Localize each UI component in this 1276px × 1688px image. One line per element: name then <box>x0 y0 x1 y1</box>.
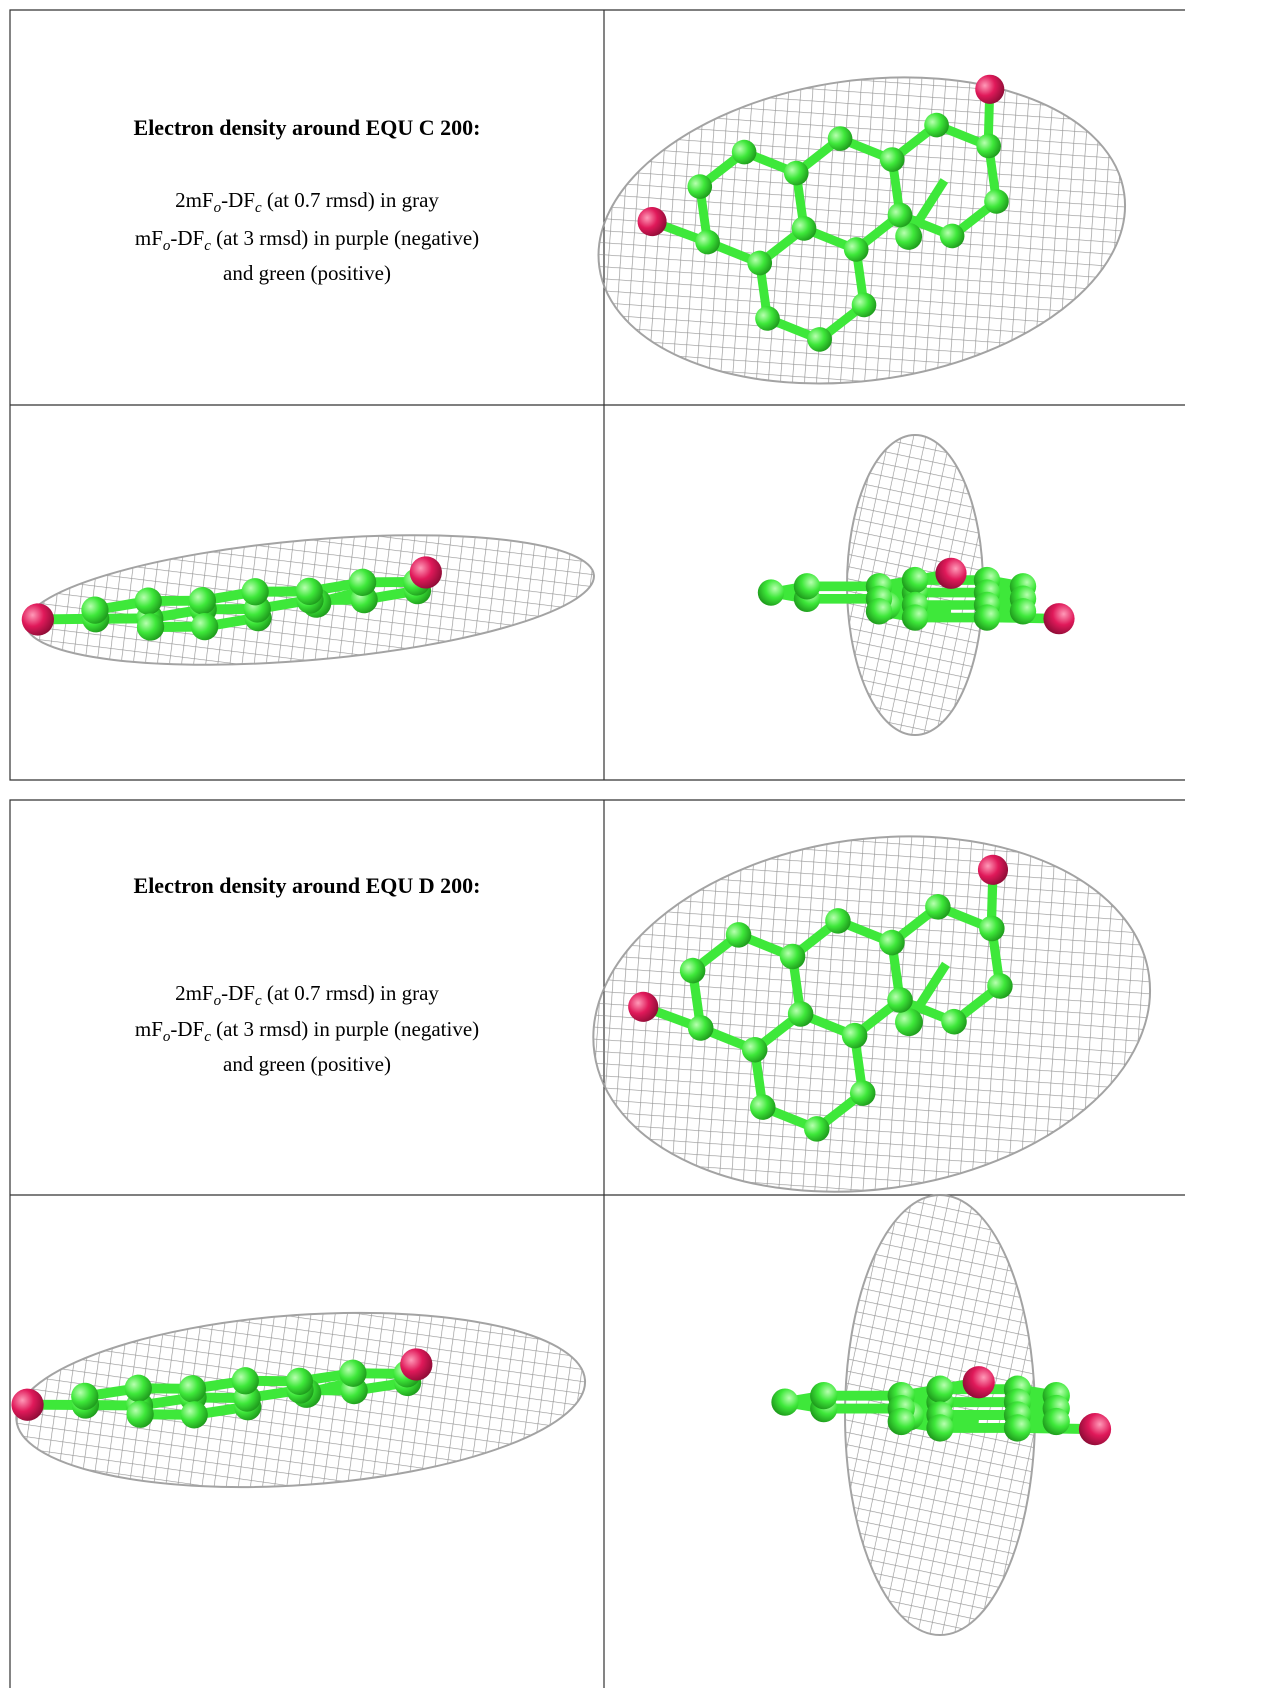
caption-line: mFo-DFc (at 3 rmsd) in purple (negative) <box>135 226 479 254</box>
block-title: Electron density around EQU D 200: <box>134 873 481 898</box>
atom-carbon <box>771 1388 798 1415</box>
caption-text: (at 3 rmsd) in purple (negative) <box>211 1017 479 1041</box>
density-panel <box>7 1295 591 1505</box>
atom-carbon <box>926 1414 953 1441</box>
caption-line: and green (positive) <box>223 1052 391 1076</box>
caption-text: mF <box>135 1017 163 1041</box>
caption-line: and green (positive) <box>223 261 391 285</box>
atom-carbon <box>758 579 784 605</box>
caption-text: 2mF <box>175 981 214 1005</box>
atom-carbon <box>902 567 928 593</box>
density-panel <box>570 802 1173 1227</box>
atom-carbon <box>926 1376 953 1403</box>
density-panel <box>771 1195 1111 1635</box>
atom-oxygen <box>1043 603 1074 634</box>
caption-text: -DF <box>221 981 255 1005</box>
density-figures <box>7 45 1174 1635</box>
caption-line: 2mFo-DFc (at 0.7 rmsd) in gray <box>175 188 439 216</box>
density-panel <box>17 515 599 685</box>
document: Electron density around EQU C 200: 2mFo-D… <box>0 0 1276 1688</box>
caption-text: (at 0.7 rmsd) in gray <box>262 188 440 212</box>
atom-carbon <box>810 1382 837 1409</box>
caption-text: (at 3 rmsd) in purple (negative) <box>211 226 479 250</box>
atom-carbon <box>888 1408 915 1435</box>
caption-text: mF <box>135 226 163 250</box>
caption-line: 2mFo-DFc (at 0.7 rmsd) in gray <box>175 981 439 1009</box>
block-title: Electron density around EQU C 200: <box>134 115 481 140</box>
caption-text: 2mF <box>175 188 214 212</box>
caption-text: (at 0.7 rmsd) in gray <box>262 981 440 1005</box>
caption-text: -DF <box>170 226 204 250</box>
atom-carbon <box>1043 1408 1070 1435</box>
atom-carbon <box>1010 598 1036 624</box>
atom-carbon <box>1004 1414 1031 1441</box>
caption-text: -DF <box>221 188 255 212</box>
atom-carbon <box>902 604 928 630</box>
caption-text: and green (positive) <box>223 1052 391 1076</box>
atom-carbon <box>974 604 1000 630</box>
density-panel <box>758 435 1075 735</box>
atom-oxygen <box>963 1366 995 1398</box>
atom-oxygen <box>1079 1413 1111 1445</box>
caption-text: -DF <box>170 1017 204 1041</box>
page: {"blocks": [ {"title": "Electron density… <box>0 0 1276 1688</box>
density-panel <box>578 45 1145 416</box>
caption-text: and green (positive) <box>223 261 391 285</box>
caption-line: mFo-DFc (at 3 rmsd) in purple (negative) <box>135 1017 479 1045</box>
atom-carbon <box>794 573 820 599</box>
atom-carbon <box>866 598 892 624</box>
atom-oxygen <box>935 558 966 589</box>
